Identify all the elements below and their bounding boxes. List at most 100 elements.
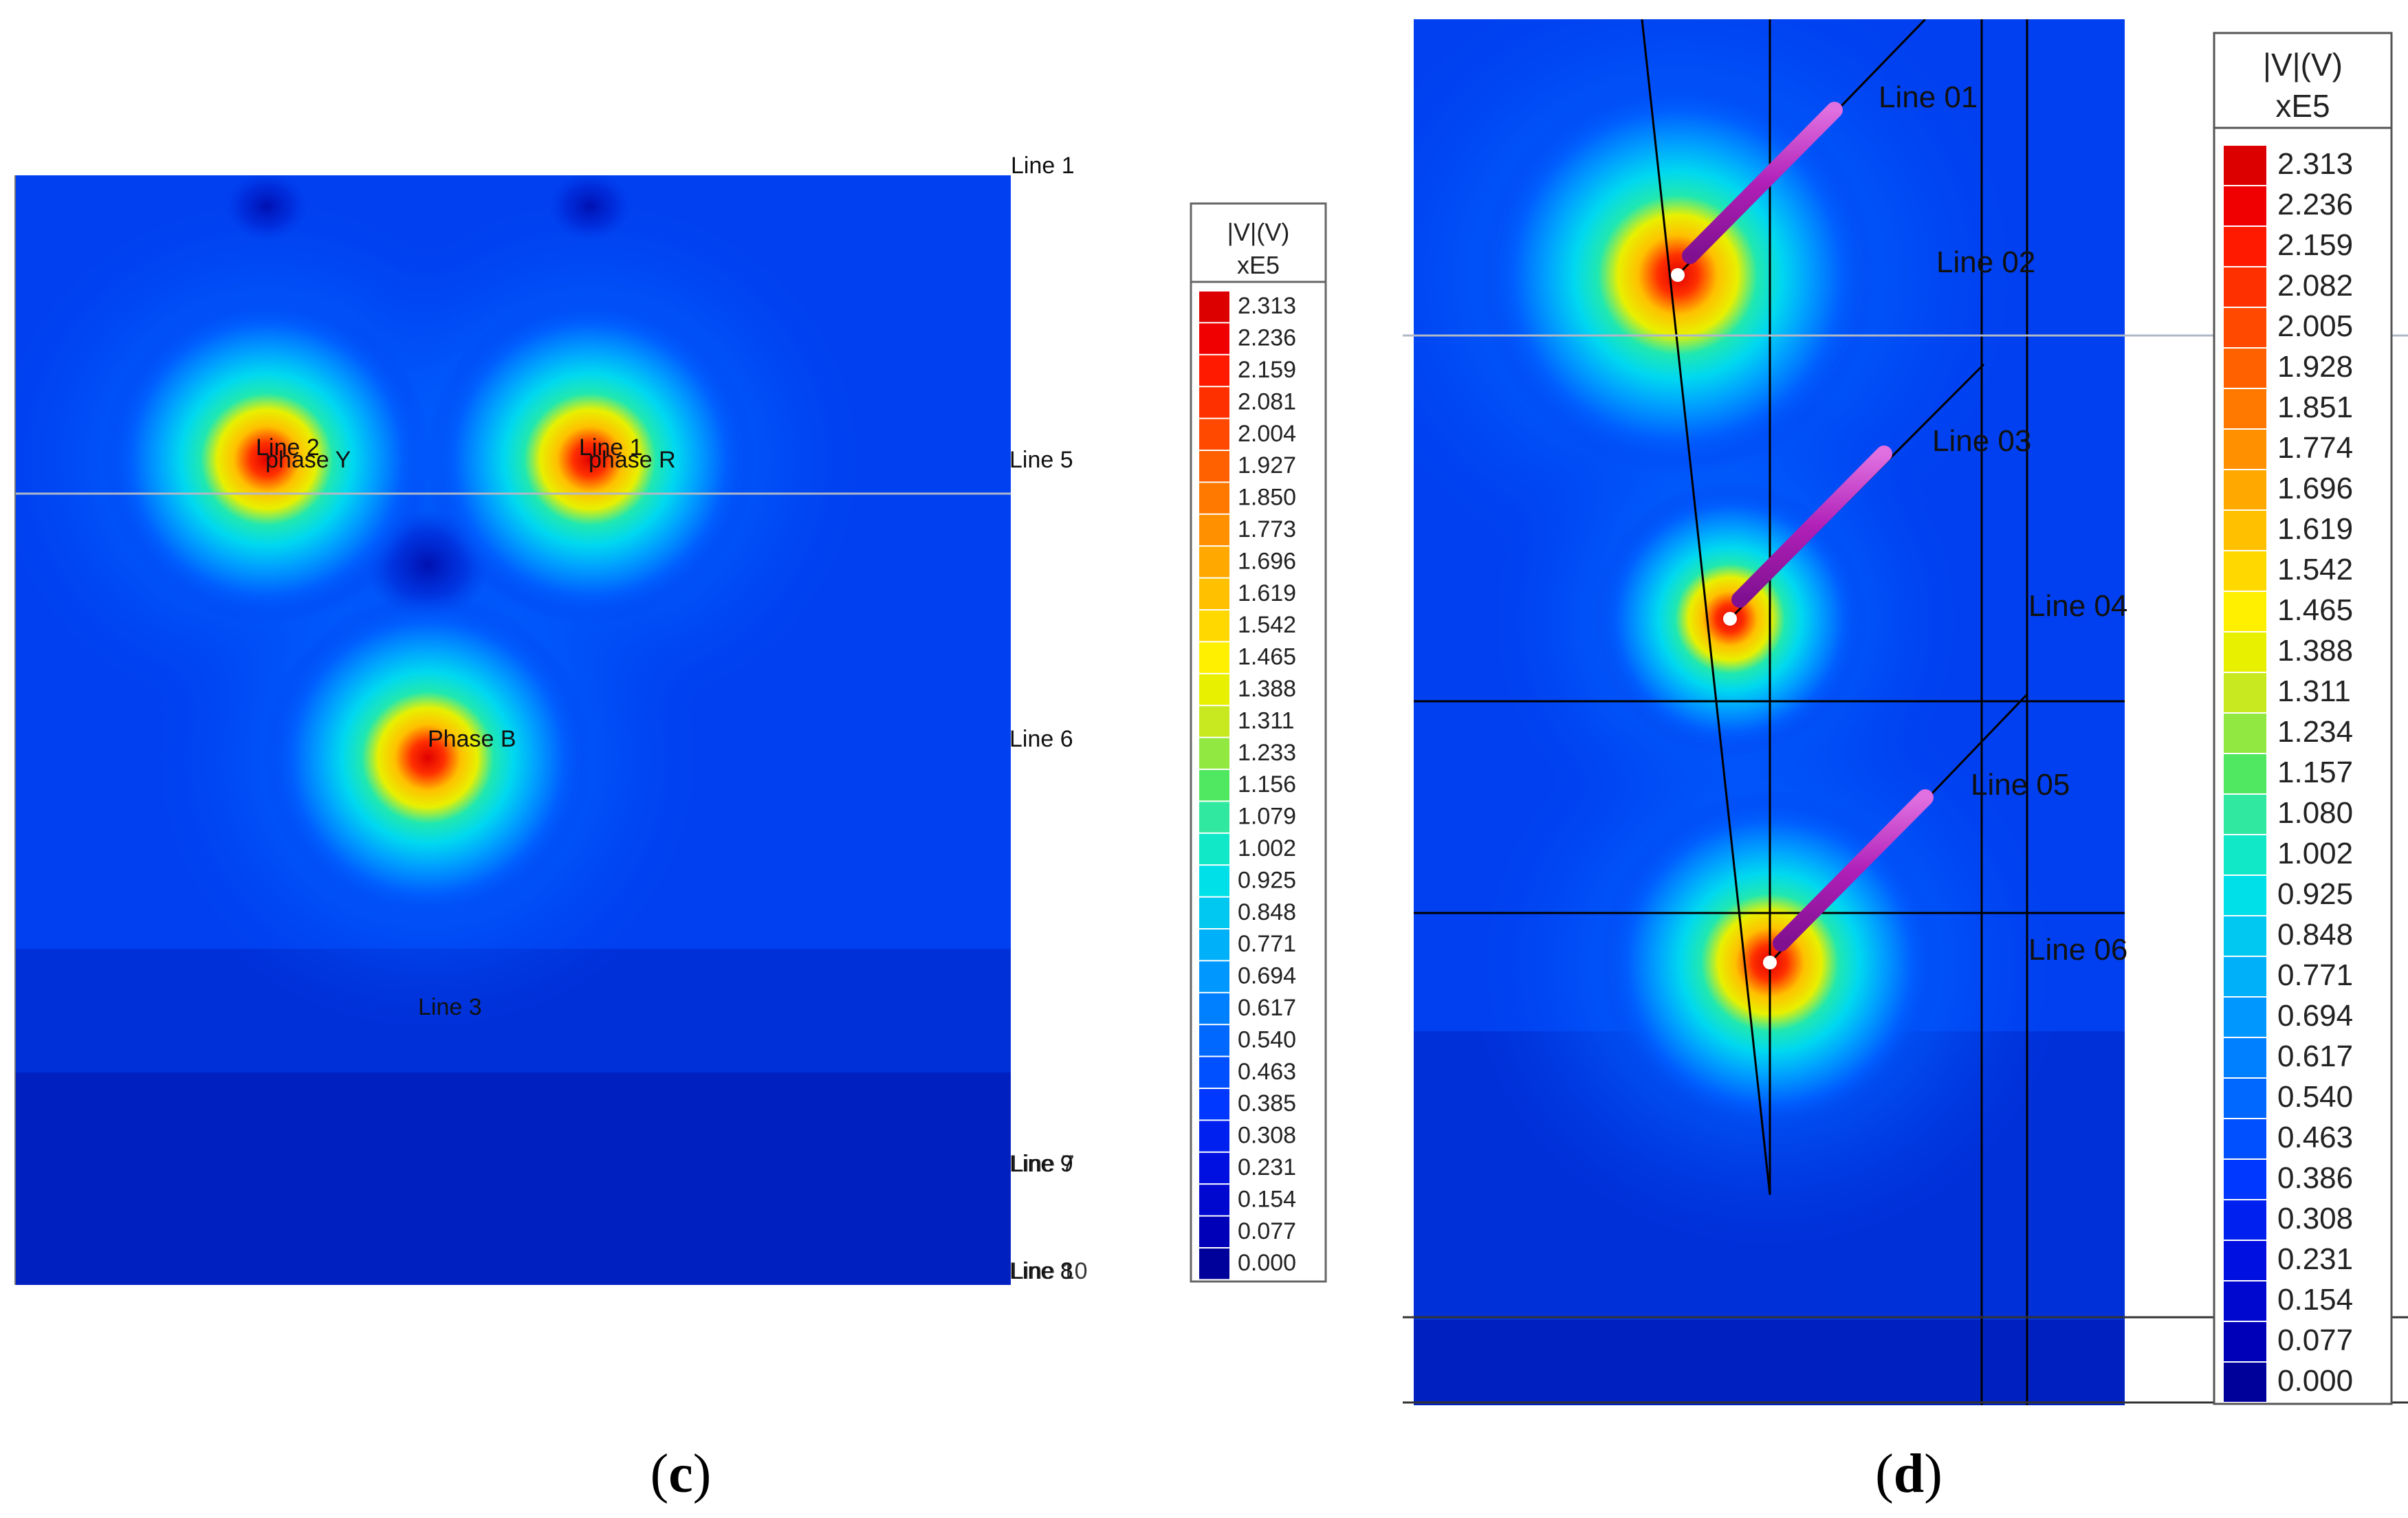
legend-c-value: 1.696 [1238, 548, 1296, 574]
legend-c-swatch [1199, 355, 1229, 386]
label-line10: Line 10 [1011, 1258, 1088, 1284]
legend-c-swatch [1199, 738, 1229, 769]
legend-c-swatch [1199, 1185, 1229, 1216]
legend-d-title: |V|(V) [2263, 47, 2343, 82]
legend-d-swatch [2224, 186, 2266, 226]
legend-c-value: 0.385 [1238, 1090, 1296, 1116]
legend-d-swatch [2224, 1200, 2266, 1240]
legend-d-value: 1.542 [2277, 553, 2353, 586]
caption-c: (c) [650, 1444, 712, 1504]
legend-c-swatch [1199, 674, 1229, 705]
panel-d-plot [1414, 19, 2125, 1405]
legend-c-value: 0.771 [1238, 931, 1296, 957]
legend-d-value: 0.077 [2277, 1323, 2353, 1357]
legend-c-swatch [1199, 323, 1229, 354]
legend-d-value: 1.002 [2277, 837, 2353, 870]
legend-c-swatch [1199, 1089, 1229, 1120]
legend-d-value: 1.311 [2277, 674, 2351, 708]
legend-c-swatch [1199, 578, 1229, 609]
panel-c-plot [15, 175, 1011, 1285]
legend-c-value: 0.308 [1238, 1123, 1296, 1149]
legend-d-value: 0.308 [2277, 1202, 2353, 1235]
label-line06: Line 06 [2028, 933, 2127, 967]
legend-c-value: 1.156 [1238, 771, 1296, 798]
panel-c: Line 1 Line 2 phase Y Line 1 phase R Lin… [14, 153, 1327, 1504]
legend-c-value: 0.154 [1238, 1186, 1296, 1212]
legend-c: |V|(V) xE5 2.313 2.236 2.159 2.081 2.004 1.92… [1190, 202, 1327, 1283]
legend-d-swatch [2224, 551, 2266, 591]
legend-d-value: 1.465 [2277, 593, 2353, 627]
legend-c-swatch [1199, 387, 1229, 418]
legend-c-swatch [1199, 833, 1229, 865]
legend-c-value: 0.848 [1238, 899, 1296, 925]
legend-d-value: 0.617 [2277, 1040, 2353, 1073]
legend-d-swatch [2224, 876, 2266, 915]
legend-c-swatch [1199, 1025, 1229, 1056]
caption-d: (d) [1875, 1444, 1942, 1504]
legend-c-swatch [1199, 1248, 1229, 1279]
legend-c-value: 1.388 [1238, 676, 1296, 702]
legend-d-swatch [2224, 1119, 2266, 1158]
legend-d-value: 2.313 [2277, 147, 2353, 181]
legend-d-swatch [2224, 998, 2266, 1037]
label-line03: Line 03 [1932, 424, 2031, 458]
legend-d-swatch [2224, 470, 2266, 509]
legend-c-value: 1.542 [1238, 612, 1296, 638]
legend-d-swatch [2224, 795, 2266, 834]
legend-c-swatch [1199, 419, 1229, 450]
legend-d-value: 2.236 [2277, 188, 2353, 221]
legend-d-swatch [2224, 714, 2266, 753]
legend-c-swatch [1199, 1152, 1229, 1184]
legend-d-value: 0.154 [2277, 1283, 2353, 1317]
legend-d-swatch [2224, 957, 2266, 996]
label-line02: Line 02 [1936, 245, 2035, 279]
legend-c-swatch [1199, 642, 1229, 673]
legend-c-swatch [1199, 610, 1229, 641]
legend-c-value: 1.850 [1238, 485, 1296, 511]
legend-d-swatch [2224, 349, 2266, 388]
insulator-rods [1671, 102, 1986, 971]
legend-d-swatch [2224, 835, 2266, 874]
legend-d-value: 1.234 [2277, 715, 2353, 749]
legend-d-value: 2.082 [2277, 269, 2353, 302]
legend-d-swatch [2224, 308, 2266, 347]
legend-d-swatch [2224, 754, 2266, 793]
legend-d-value: 0.231 [2277, 1242, 2353, 1276]
legend-d-value: 0.925 [2277, 877, 2353, 911]
legend-d-value: 0.386 [2277, 1161, 2353, 1195]
legend-c-value: 0.000 [1238, 1250, 1296, 1276]
legend-d-value: 0.694 [2277, 999, 2353, 1033]
legend-d-value: 1.696 [2277, 472, 2353, 505]
legend-c-swatch [1199, 802, 1229, 833]
label-line2: Line 2 [256, 434, 320, 461]
legend-c-swatch [1199, 961, 1229, 992]
legend-c-swatch [1199, 866, 1229, 896]
legend-c-value: 1.311 [1238, 707, 1295, 734]
label-line04: Line 04 [2028, 589, 2127, 623]
legend-c-value: 2.004 [1238, 421, 1296, 447]
legend-d-scale: xE5 [2275, 88, 2330, 124]
legend-d-swatch [2224, 146, 2266, 185]
legend-d-swatch [2224, 389, 2266, 428]
legend-d-swatch [2224, 1079, 2266, 1118]
legend-c-swatch [1199, 897, 1229, 928]
legend-c-value: 0.231 [1238, 1154, 1296, 1180]
legend-c-value: 2.236 [1238, 325, 1296, 351]
legend-c-swatch [1199, 514, 1229, 546]
legend-c-value: 1.773 [1238, 516, 1296, 542]
legend-d-value: 1.774 [2277, 431, 2353, 465]
legend-c-swatch [1199, 451, 1229, 482]
legend-c-value: 1.927 [1238, 452, 1296, 478]
legend-c-value: 0.077 [1238, 1218, 1296, 1244]
label-line5: Line 5 [1009, 447, 1073, 473]
legend-c-value: 0.540 [1238, 1026, 1296, 1053]
legend-c-swatch [1199, 1216, 1229, 1247]
label-line8: Line 8 [1009, 1258, 1073, 1284]
legend-c-value: 2.081 [1238, 388, 1296, 415]
legend-c-value: 1.465 [1238, 644, 1296, 670]
legend-c-swatch [1199, 547, 1229, 578]
legend-d-swatch [2224, 511, 2266, 550]
legend-d-value: 1.388 [2277, 634, 2353, 668]
legend-d: |V|(V) xE5 2.313 2.236 2.159 2.082 2.005 1.92… [2213, 32, 2393, 1405]
legend-c-value: 1.002 [1238, 835, 1296, 861]
